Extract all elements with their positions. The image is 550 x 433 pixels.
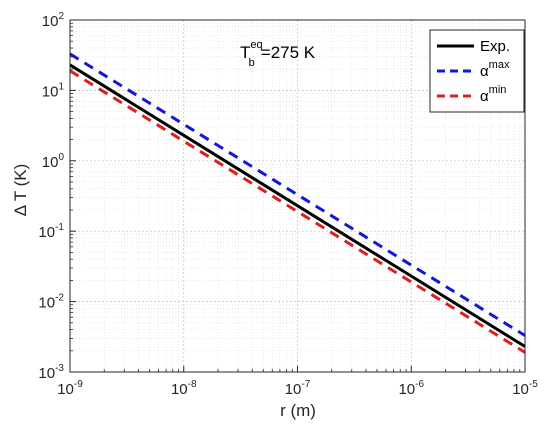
y-tick-label: 10-3	[38, 363, 64, 382]
tick-base: 10	[171, 381, 188, 398]
annotation-main: T	[240, 43, 250, 62]
tick-exponent: -7	[301, 379, 310, 390]
annotation-sup: eq	[250, 39, 262, 51]
axis-ticks	[69, 19, 526, 373]
legend: Exp. αmax αmin	[429, 29, 525, 113]
tick-base: 10	[38, 365, 55, 382]
x-tick-label: 10-7	[285, 379, 311, 398]
y-tick-label: 10-1	[38, 222, 64, 241]
tick-exponent: -6	[415, 379, 424, 390]
x-tick-label: 10-8	[171, 379, 197, 398]
tick-base: 10	[512, 381, 529, 398]
series-line-1	[69, 52, 526, 337]
x-axis-label: r (m)	[280, 401, 316, 420]
tick-base: 10	[42, 83, 59, 100]
x-tick-label: 10-9	[57, 379, 83, 398]
series-line-0	[69, 63, 526, 348]
tick-exponent: -8	[188, 379, 197, 390]
tick-labels: 10-9 10-8 10-7 10-6 10-510-310-210-110010110…	[38, 11, 538, 398]
tick-exponent: -3	[55, 363, 64, 374]
annotation-rest: =275 K	[261, 43, 316, 62]
tick-base: 10	[285, 381, 302, 398]
annotation: Teq b =275 K	[240, 39, 316, 69]
tick-base: 10	[38, 295, 55, 312]
legend-label-1: αmax	[480, 59, 510, 80]
tick-base: 10	[398, 381, 415, 398]
tick-exponent: -1	[55, 222, 64, 233]
y-tick-label: 10-2	[38, 293, 64, 312]
x-tick-label: 10-5	[512, 379, 538, 398]
tick-base: 10	[57, 381, 74, 398]
tick-exponent: 1	[58, 81, 64, 92]
annotation-sub: b	[249, 57, 255, 69]
tick-exponent: -5	[529, 379, 538, 390]
tick-exponent: -9	[74, 379, 83, 390]
tick-base: 10	[42, 154, 59, 171]
y-axis-label: Δ T (K)	[11, 164, 30, 217]
tick-base: 10	[38, 224, 55, 241]
legend-label-0: Exp.	[480, 38, 510, 55]
x-tick-label: 10-6	[398, 379, 424, 398]
tick-exponent: -2	[55, 293, 64, 304]
minor-grid	[70, 20, 525, 372]
tick-base: 10	[42, 13, 59, 30]
y-tick-label: 101	[42, 81, 65, 100]
tick-exponent: 2	[58, 11, 64, 22]
legend-items: Exp. αmax αmin	[437, 38, 510, 105]
legend-label-2: αmin	[480, 84, 506, 105]
legend-box	[429, 29, 525, 113]
y-tick-label: 102	[42, 11, 65, 30]
tick-exponent: 0	[58, 152, 64, 163]
series-layer	[69, 52, 526, 354]
y-tick-label: 100	[42, 152, 65, 171]
series-line-2	[69, 69, 526, 354]
